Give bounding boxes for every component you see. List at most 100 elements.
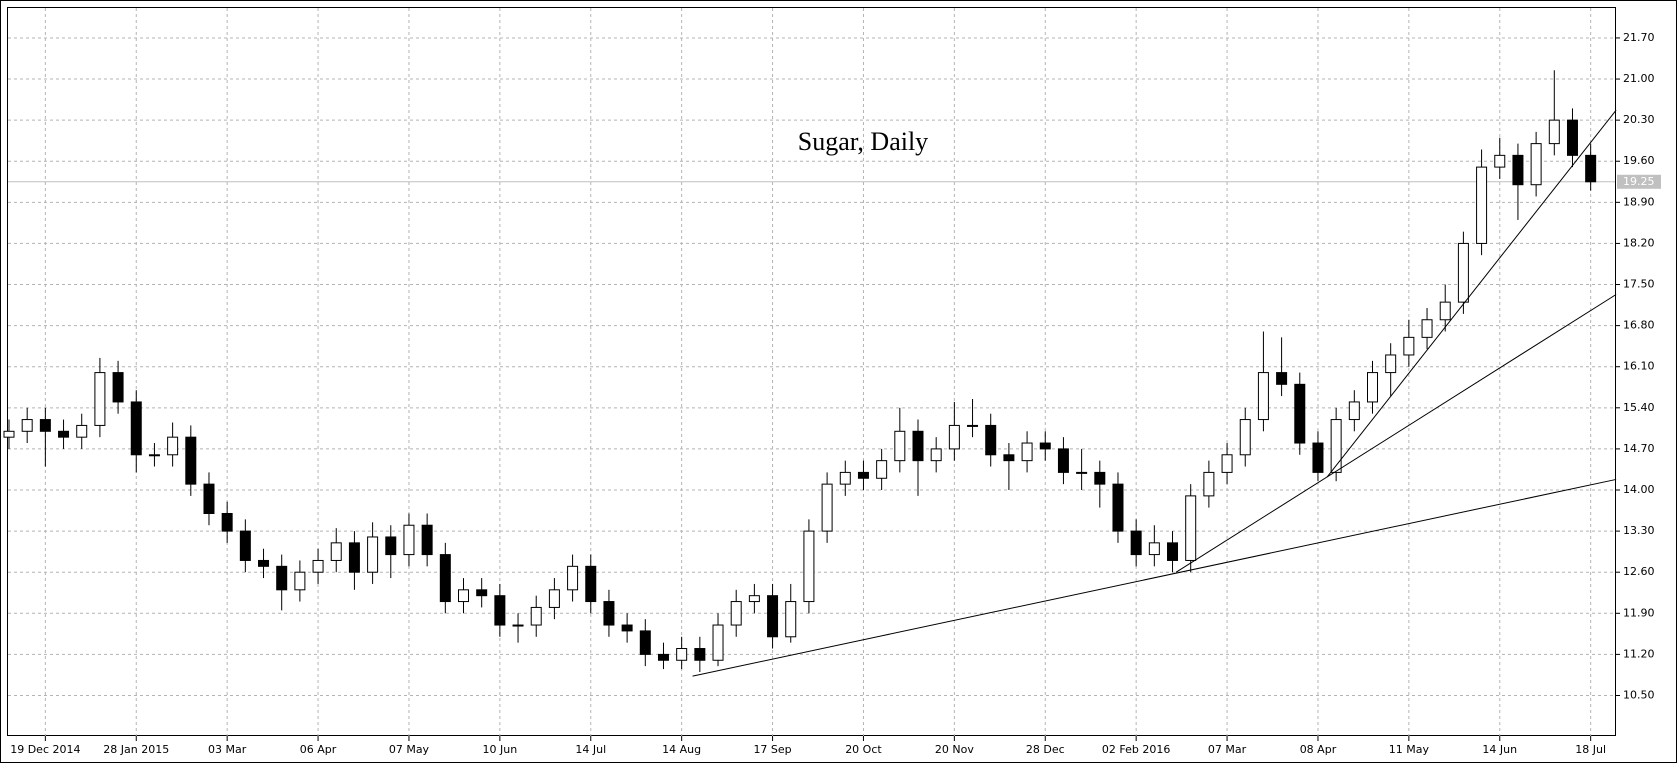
candle-body [585, 565, 597, 603]
candle-body [803, 530, 815, 603]
candle-body [1494, 154, 1506, 168]
candle-body [512, 624, 524, 627]
y-tick-label: 11.90 [1623, 606, 1655, 619]
candle-body [1403, 336, 1415, 356]
candle-body [748, 595, 760, 603]
candle-body [348, 542, 360, 573]
candle-body [3, 430, 15, 438]
x-tick-label: 07 May [389, 743, 430, 756]
candle-body [876, 460, 888, 479]
candle-body [367, 536, 379, 573]
x-tick-label: 14 Jun [1482, 743, 1517, 756]
y-tick-label: 10.50 [1623, 688, 1655, 701]
trendline [1326, 109, 1617, 478]
candle-body [912, 430, 924, 462]
x-tick-label: 20 Oct [845, 743, 882, 756]
candle-body [1203, 471, 1215, 497]
candle-body [930, 448, 942, 462]
candle-body [385, 536, 397, 556]
x-tick-label: 20 Nov [935, 743, 974, 756]
candle-body [58, 430, 70, 438]
candle-body [185, 436, 197, 485]
x-tick-label: 03 Mar [208, 743, 247, 756]
y-tick-label: 12.60 [1623, 565, 1655, 578]
y-tick-label: 16.10 [1623, 360, 1655, 373]
y-tick-label: 19.60 [1623, 154, 1655, 167]
candle-body [330, 542, 342, 561]
x-tick-label: 08 Apr [1300, 743, 1337, 756]
candle-body [1112, 483, 1124, 532]
y-tick-label: 18.20 [1623, 236, 1655, 249]
x-tick-label: 14 Aug [662, 743, 701, 756]
candle-body [130, 401, 142, 456]
y-tick-label: 11.20 [1623, 647, 1655, 660]
candle-body [1421, 319, 1433, 338]
x-tick-label: 11 May [1389, 743, 1430, 756]
candle-body [1585, 154, 1597, 183]
candle-body [894, 430, 906, 462]
candle-body [1185, 495, 1197, 561]
candle-body [476, 589, 488, 597]
x-tick-label: 17 Sep [753, 743, 791, 756]
candle-body [767, 595, 779, 638]
candle-body [948, 424, 960, 450]
candle-body [1039, 442, 1051, 450]
candle-body [403, 524, 415, 556]
candle-body [839, 471, 851, 485]
candle-body [821, 483, 833, 532]
candle-body [258, 559, 270, 567]
candle-body [39, 419, 51, 432]
candle-body [530, 606, 542, 626]
candle-body [221, 512, 233, 532]
candle-body [294, 571, 306, 591]
candle-body [567, 565, 579, 591]
x-tick-label: 28 Jan 2015 [103, 743, 169, 756]
candle-body [1348, 401, 1360, 421]
candle-body [1294, 383, 1306, 444]
trendline [692, 478, 1617, 677]
candle-body [21, 419, 33, 432]
candle-body [857, 471, 869, 479]
candle-body [1330, 419, 1342, 473]
x-tick-label: 10 Jun [483, 743, 518, 756]
candle-body [276, 565, 288, 591]
x-tick-label: 18 Jul [1575, 743, 1606, 756]
candle-body [439, 554, 451, 603]
x-tick-label: 02 Feb 2016 [1102, 743, 1170, 756]
y-tick-label: 13.30 [1623, 524, 1655, 537]
candle-body [76, 424, 88, 438]
candle-body [621, 624, 633, 632]
candle-body [203, 483, 215, 514]
candle-body [312, 559, 324, 573]
candle-body [1276, 372, 1288, 385]
y-tick-label: 16.80 [1623, 319, 1655, 332]
x-tick-label: 07 Mar [1208, 743, 1247, 756]
candle-body [1476, 166, 1488, 244]
candle-body [676, 648, 688, 661]
candle-body [1257, 372, 1269, 421]
candle-body [1148, 542, 1160, 556]
candle-body [1057, 448, 1069, 473]
candle-body [639, 630, 651, 655]
trendline [1175, 294, 1617, 573]
candle-body [1239, 419, 1251, 456]
x-tick-label: 06 Apr [300, 743, 337, 756]
candle-body [1003, 454, 1015, 462]
plot-area [7, 7, 1616, 736]
candle-body [1221, 454, 1233, 473]
y-tick-label: 18.90 [1623, 195, 1655, 208]
candle-body [239, 530, 251, 561]
last-price-label: 19.25 [1623, 175, 1655, 188]
y-tick-label: 17.50 [1623, 278, 1655, 291]
candle-body [1439, 301, 1451, 321]
candle-body [1021, 442, 1033, 462]
candle-body [1566, 119, 1578, 156]
candle-body [1312, 442, 1324, 473]
last-price-box [1617, 174, 1661, 189]
candle-body [94, 372, 106, 426]
y-tick-label: 14.70 [1623, 442, 1655, 455]
y-tick-label: 15.40 [1623, 401, 1655, 414]
candle-body [1167, 542, 1179, 561]
